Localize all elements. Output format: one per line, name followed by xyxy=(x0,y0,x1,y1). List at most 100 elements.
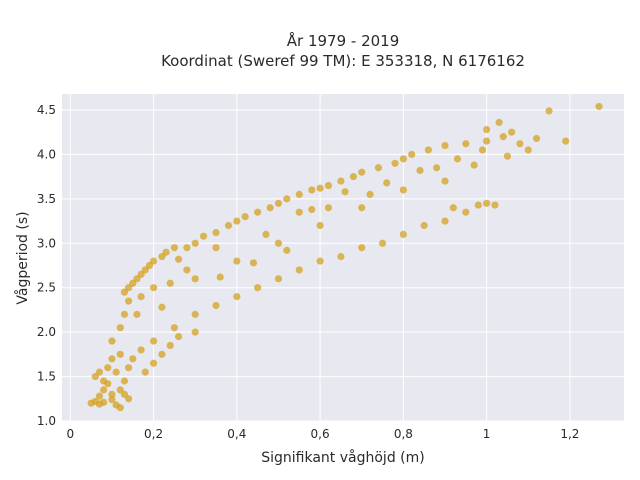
data-point xyxy=(212,244,220,252)
data-point xyxy=(166,341,174,350)
data-point xyxy=(183,244,191,252)
data-point xyxy=(453,155,462,163)
data-point xyxy=(212,301,220,310)
data-point xyxy=(483,199,491,207)
chart-subtitle: Koordinat (Sweref 99 TM): E 353318, N 61… xyxy=(161,52,525,70)
data-point xyxy=(532,134,541,143)
data-point xyxy=(149,284,158,292)
x-tick-label: 0,4 xyxy=(227,427,246,441)
y-tick-label: 2.5 xyxy=(37,281,56,295)
x-tick-label: 1,2 xyxy=(560,427,579,441)
data-point xyxy=(366,190,374,199)
y-tick-label: 2.0 xyxy=(37,325,56,339)
data-point xyxy=(308,186,316,194)
data-point xyxy=(112,368,120,376)
data-point xyxy=(420,221,428,230)
data-point xyxy=(137,292,145,301)
x-tick-label: 0,8 xyxy=(394,427,413,441)
data-point xyxy=(254,284,262,292)
data-point xyxy=(108,396,116,404)
data-point xyxy=(391,159,399,167)
data-point xyxy=(358,204,366,212)
data-point xyxy=(474,201,482,209)
data-point xyxy=(470,161,478,169)
data-point xyxy=(120,310,129,318)
y-tick-label: 1.5 xyxy=(37,370,56,384)
x-tick-label: 0,2 xyxy=(144,427,163,441)
data-point xyxy=(170,244,178,252)
data-point xyxy=(308,205,316,214)
data-point xyxy=(129,355,137,363)
data-point xyxy=(233,257,241,265)
data-point xyxy=(478,146,487,154)
data-point xyxy=(441,141,449,150)
chart-title: År 1979 - 2019 xyxy=(287,31,400,50)
data-point xyxy=(349,173,358,181)
data-point xyxy=(499,133,507,141)
data-point xyxy=(183,266,191,274)
data-point xyxy=(483,125,491,134)
y-ticks: 1.0 1.5 2.0 2.5 3.0 3.5 4.0 4.5 xyxy=(37,103,56,428)
data-point xyxy=(262,230,270,238)
data-point xyxy=(283,195,291,203)
data-point xyxy=(241,213,249,221)
data-point xyxy=(316,221,324,230)
data-point xyxy=(116,350,124,358)
data-points xyxy=(87,102,603,412)
data-point xyxy=(274,239,283,247)
data-point xyxy=(516,140,524,148)
data-point xyxy=(266,204,274,212)
data-point xyxy=(108,337,116,345)
data-point xyxy=(166,279,174,287)
data-point xyxy=(104,364,112,372)
data-point xyxy=(216,273,224,281)
y-tick-label: 1.0 xyxy=(37,414,56,428)
data-point xyxy=(408,150,416,159)
data-point xyxy=(224,221,233,230)
data-point xyxy=(158,303,166,311)
data-point xyxy=(491,201,499,209)
data-point xyxy=(341,188,349,196)
x-axis-label: Signifikant våghöjd (m) xyxy=(261,449,424,466)
data-point xyxy=(324,181,333,190)
data-point xyxy=(174,255,183,263)
data-point xyxy=(424,146,432,154)
data-point xyxy=(116,324,124,332)
data-point xyxy=(149,359,158,367)
data-point xyxy=(295,190,303,199)
data-point xyxy=(274,199,283,207)
data-point xyxy=(274,275,283,283)
x-tick-label: 0,6 xyxy=(311,427,330,441)
data-point xyxy=(158,350,166,358)
y-tick-label: 3.0 xyxy=(37,236,56,250)
data-point xyxy=(416,166,424,175)
data-point xyxy=(104,380,112,388)
data-point xyxy=(374,164,382,172)
data-point xyxy=(399,186,407,194)
data-point xyxy=(337,177,345,185)
data-point xyxy=(212,229,220,237)
x-ticks: 0 0,2 0,4 0,6 0,8 1 1,2 xyxy=(67,427,580,441)
data-point xyxy=(120,377,129,385)
data-point xyxy=(358,244,366,252)
data-point xyxy=(100,386,108,394)
data-point xyxy=(162,248,170,256)
data-point xyxy=(108,355,116,363)
data-point xyxy=(399,155,407,163)
data-point xyxy=(108,390,116,398)
data-point xyxy=(233,217,241,225)
data-point xyxy=(383,179,391,187)
data-point xyxy=(295,266,303,274)
data-point xyxy=(483,137,491,145)
data-point xyxy=(324,204,333,212)
y-tick-label: 4.0 xyxy=(37,147,56,161)
data-point xyxy=(170,324,178,332)
data-point xyxy=(191,310,199,318)
data-point xyxy=(508,128,516,136)
data-point xyxy=(125,395,133,403)
data-point xyxy=(95,392,104,400)
data-point xyxy=(399,230,407,238)
data-point xyxy=(433,164,441,172)
data-point xyxy=(149,337,158,345)
